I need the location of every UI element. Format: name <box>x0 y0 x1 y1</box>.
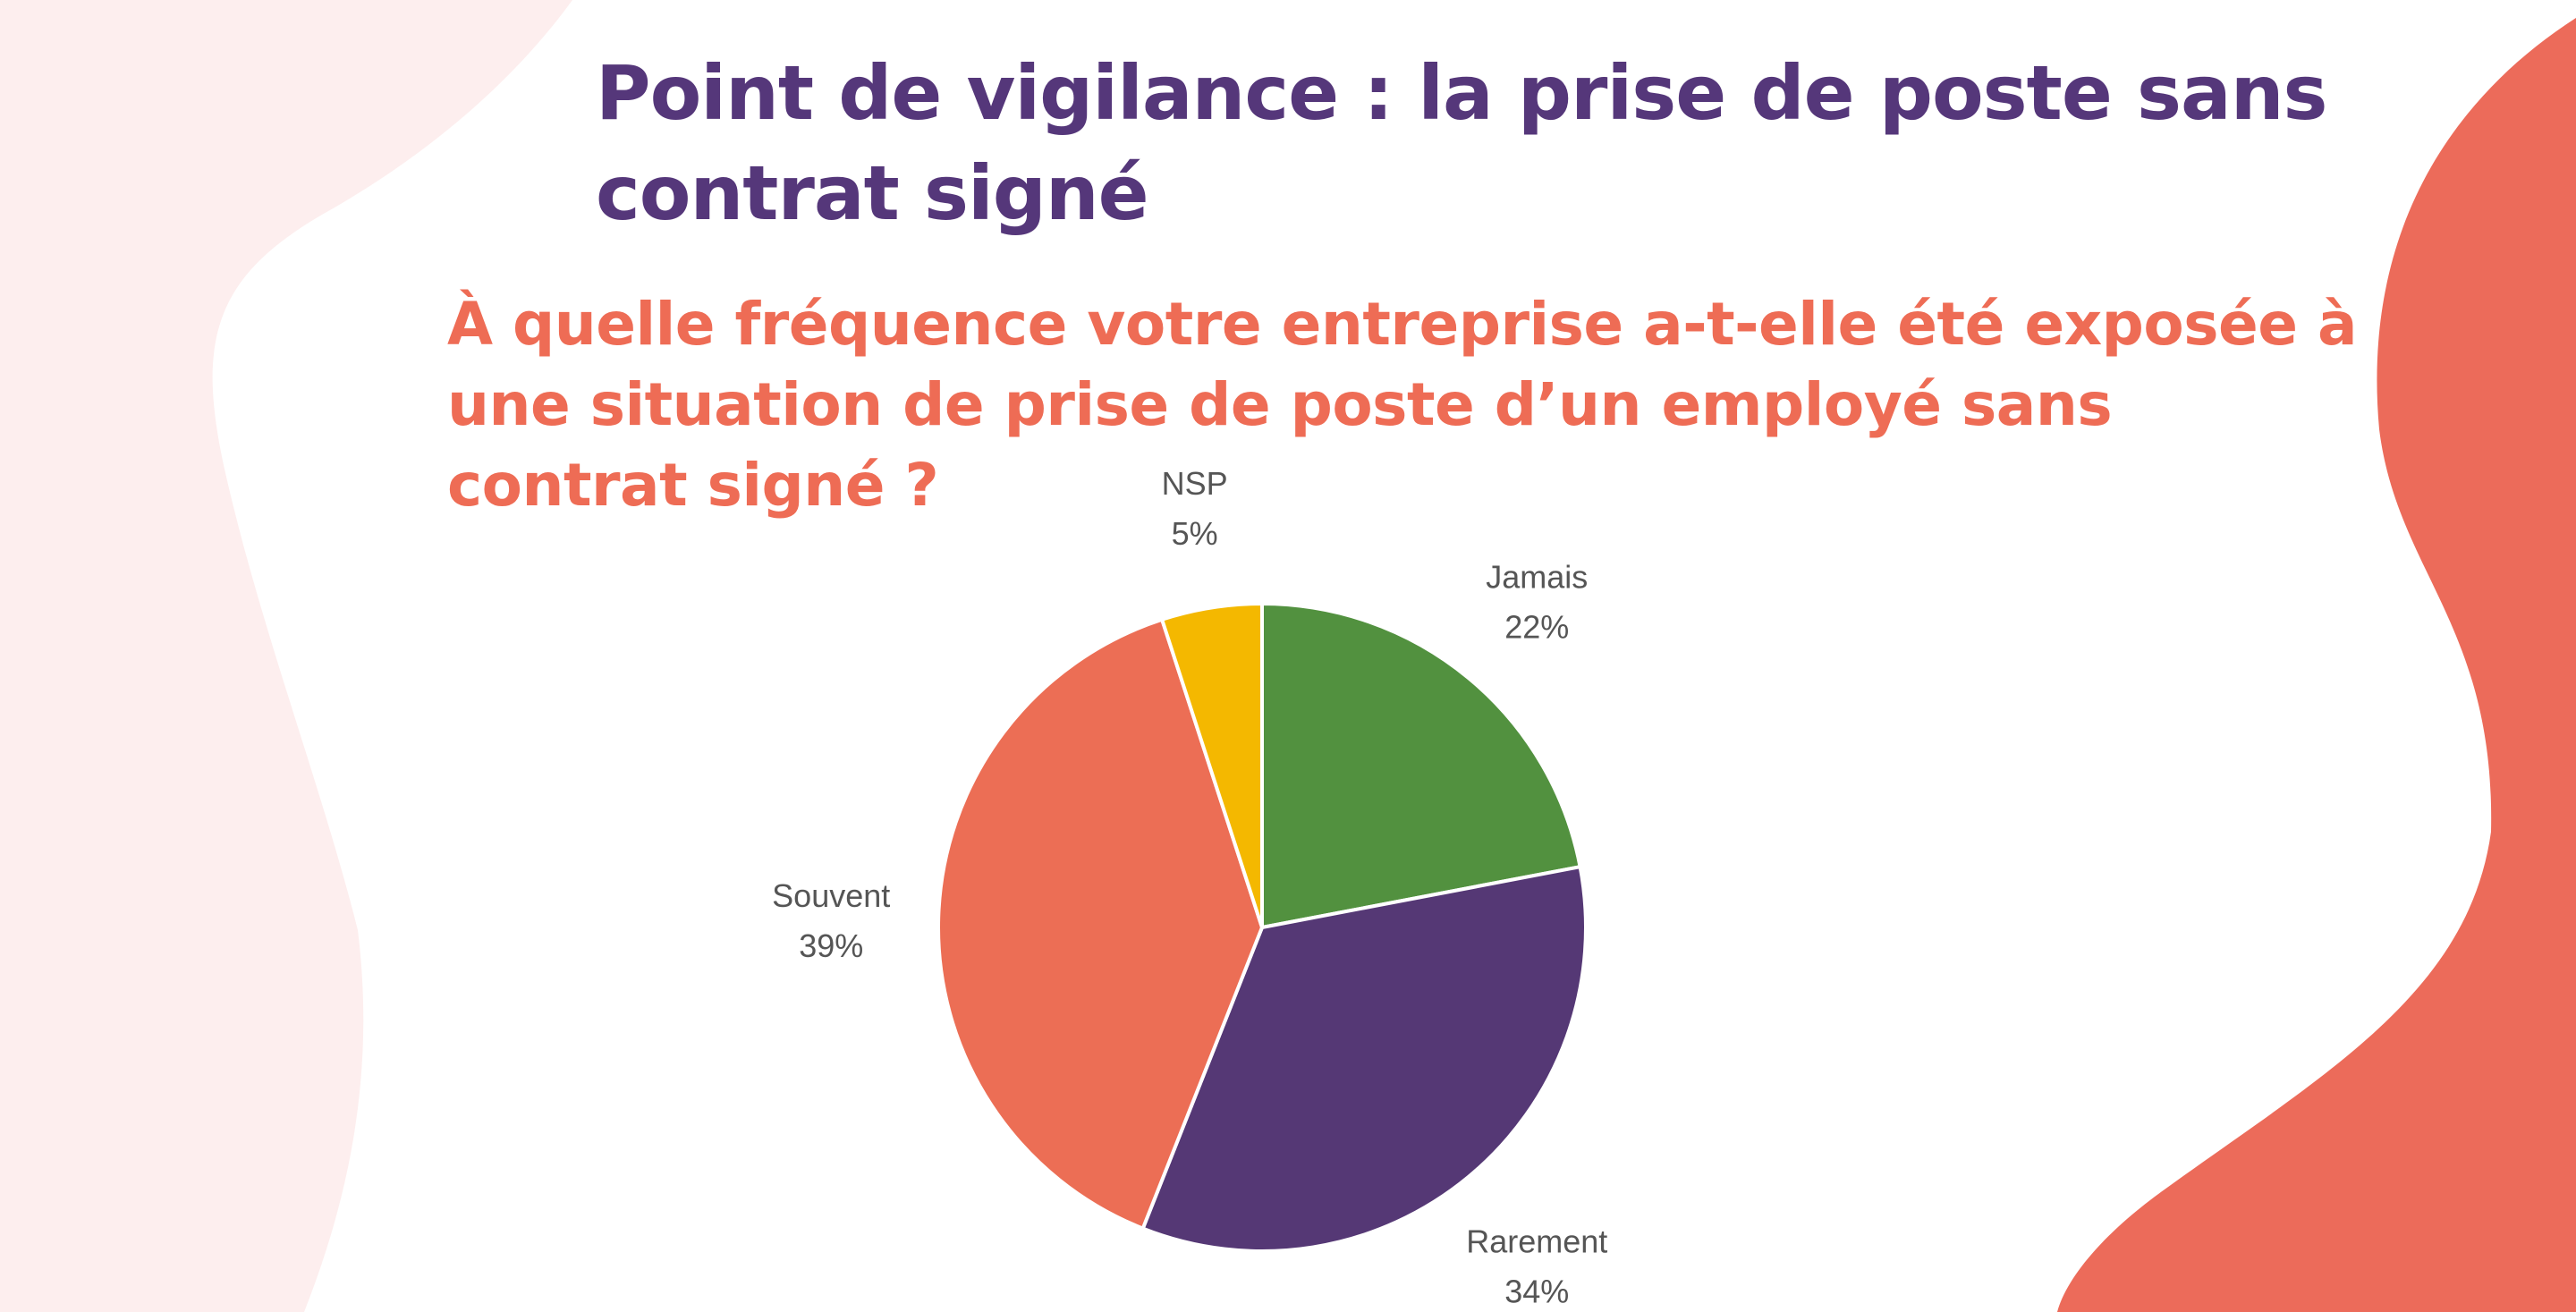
slice-label-souvent: Souvent <box>772 877 890 914</box>
slice-label-nsp: NSP <box>1162 465 1228 502</box>
slice-value-souvent: 39% <box>799 927 863 964</box>
slice-label-rarement: Rarement <box>1466 1223 1607 1259</box>
pie-slice-rarement <box>1140 865 1588 1253</box>
pie-slice-souvent <box>936 617 1264 1231</box>
pie-slice-jamais <box>1260 602 1582 929</box>
slice-value-rarement: 34% <box>1504 1273 1569 1309</box>
left-pink-blob <box>0 0 572 1312</box>
slice-value-jamais: 22% <box>1504 609 1569 646</box>
slice-value-nsp: 5% <box>1172 515 1218 552</box>
pie-slice-nsp <box>1160 602 1264 929</box>
slice-label-jamais: Jamais <box>1486 559 1588 596</box>
pie-labels: Jamais 22% Rarement 34% Souvent 39% NSP 5% <box>772 465 1607 1309</box>
survey-question: À quelle fréquence votre entreprise a-t-… <box>447 290 2358 520</box>
slide-title: Point de vigilance : la prise de poste s… <box>596 49 2328 237</box>
pie-slices <box>936 602 1588 1253</box>
right-coral-blob <box>2057 18 2576 1312</box>
